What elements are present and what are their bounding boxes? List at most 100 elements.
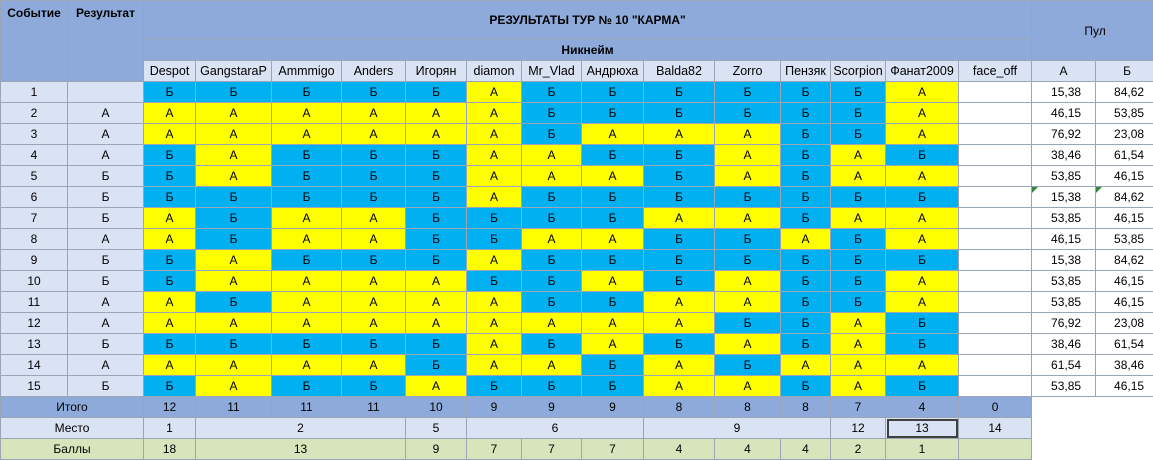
pool-b-value[interactable]: 46,15 [1096,166,1153,187]
pick-cell[interactable]: Б [522,271,582,292]
pick-cell[interactable]: Б [715,82,781,103]
pick-cell[interactable]: Б [715,229,781,250]
pick-cell[interactable]: Б [196,82,272,103]
pick-cell[interactable]: А [886,208,959,229]
pick-cell[interactable]: Б [342,187,406,208]
pick-cell[interactable]: А [196,250,272,271]
pick-cell[interactable]: Б [781,82,831,103]
total-value[interactable]: 11 [196,397,272,418]
pick-cell[interactable]: Б [715,250,781,271]
pick-cell[interactable]: Б [196,292,272,313]
pick-cell[interactable]: Б [196,208,272,229]
place-value[interactable]: 14 [959,418,1032,439]
pick-cell[interactable] [959,145,1032,166]
nickname-10[interactable]: Zorro [715,61,781,82]
event-result[interactable]: Б [68,166,144,187]
event-result[interactable]: А [68,313,144,334]
pick-cell[interactable]: А [342,292,406,313]
place-label[interactable]: Место [1,418,144,439]
pick-cell[interactable]: А [342,355,406,376]
pool-b-value[interactable]: 46,15 [1096,271,1153,292]
pick-cell[interactable]: А [467,145,522,166]
pick-cell[interactable]: А [467,292,522,313]
total-value[interactable]: 12 [144,397,196,418]
pick-cell[interactable]: Б [522,124,582,145]
pick-cell[interactable]: Б [582,292,644,313]
pick-cell[interactable]: Б [886,145,959,166]
pick-cell[interactable]: А [342,229,406,250]
pool-b-value[interactable]: 84,62 [1096,187,1153,208]
nickname-6[interactable]: diamon [467,61,522,82]
pick-cell[interactable] [959,229,1032,250]
pick-cell[interactable]: А [406,292,467,313]
pick-cell[interactable]: А [582,124,644,145]
pick-cell[interactable]: А [144,124,196,145]
pick-cell[interactable]: Б [342,145,406,166]
pick-cell[interactable]: Б [272,145,342,166]
points-value[interactable]: 4 [715,439,781,460]
total-value[interactable]: 8 [715,397,781,418]
pool-b-value[interactable]: 46,15 [1096,376,1153,397]
pick-cell[interactable]: Б [582,82,644,103]
pick-cell[interactable] [959,376,1032,397]
pick-cell[interactable]: Б [582,103,644,124]
nickname-3[interactable]: Ammmigo [272,61,342,82]
pick-cell[interactable]: А [144,229,196,250]
pick-cell[interactable]: Б [831,292,886,313]
pick-cell[interactable]: Б [522,208,582,229]
pick-cell[interactable]: Б [272,187,342,208]
pick-cell[interactable]: Б [781,124,831,145]
pick-cell[interactable]: А [644,124,715,145]
pick-cell[interactable]: Б [644,229,715,250]
pick-cell[interactable]: А [781,355,831,376]
empty-cell[interactable] [1096,418,1153,439]
pick-cell[interactable]: А [715,271,781,292]
pick-cell[interactable]: А [196,271,272,292]
total-value[interactable]: 4 [886,397,959,418]
pick-cell[interactable]: А [342,313,406,334]
pick-cell[interactable]: Б [144,166,196,187]
pick-cell[interactable]: Б [467,229,522,250]
total-value[interactable]: 11 [342,397,406,418]
pick-cell[interactable]: Б [644,250,715,271]
pick-cell[interactable]: А [522,313,582,334]
pool-b-value[interactable]: 53,85 [1096,103,1153,124]
pick-cell[interactable]: А [342,208,406,229]
total-value[interactable]: 9 [582,397,644,418]
pick-cell[interactable]: А [886,355,959,376]
pick-cell[interactable]: Б [781,313,831,334]
pick-cell[interactable]: Б [522,250,582,271]
pick-cell[interactable]: А [522,145,582,166]
pick-cell[interactable]: А [196,145,272,166]
pick-cell[interactable]: Б [715,355,781,376]
pick-cell[interactable]: Б [715,187,781,208]
pick-cell[interactable]: Б [781,250,831,271]
pick-cell[interactable]: Б [644,271,715,292]
pick-cell[interactable]: Б [272,334,342,355]
pick-cell[interactable]: А [272,292,342,313]
pick-cell[interactable]: А [196,313,272,334]
points-value[interactable]: 7 [522,439,582,460]
pick-cell[interactable]: А [467,250,522,271]
pick-cell[interactable]: А [886,103,959,124]
empty-cell[interactable] [1032,397,1096,418]
pick-cell[interactable] [959,187,1032,208]
pick-cell[interactable]: Б [406,208,467,229]
pick-cell[interactable]: Б [144,145,196,166]
pick-cell[interactable]: А [831,355,886,376]
nickname-8[interactable]: Андрюха [582,61,644,82]
pick-cell[interactable]: А [715,208,781,229]
pick-cell[interactable]: Б [886,334,959,355]
pick-cell[interactable]: А [644,376,715,397]
pick-cell[interactable]: Б [342,166,406,187]
pick-cell[interactable]: Б [522,187,582,208]
total-value[interactable]: 9 [467,397,522,418]
nickname-11[interactable]: Пензяк [781,61,831,82]
pick-cell[interactable]: А [644,355,715,376]
event-result[interactable]: Б [68,250,144,271]
pick-cell[interactable]: А [342,103,406,124]
pick-cell[interactable]: Б [886,187,959,208]
pick-cell[interactable]: Б [831,229,886,250]
pick-cell[interactable]: Б [406,82,467,103]
pick-cell[interactable]: А [831,208,886,229]
